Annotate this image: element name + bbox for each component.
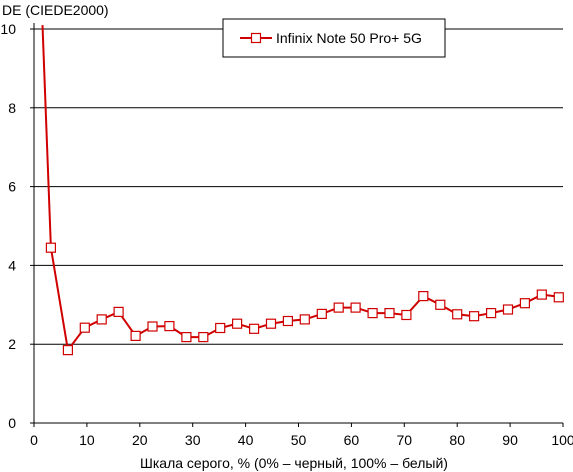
data-point xyxy=(333,302,344,313)
legend: Infinix Note 50 Pro+ 5G xyxy=(222,18,446,58)
data-point xyxy=(299,314,310,325)
data-point xyxy=(164,321,175,332)
legend-marker-swatch xyxy=(250,32,262,44)
x-tick-label: 60 xyxy=(344,432,360,448)
x-tick-labels: 0 10 20 30 40 50 60 70 80 90 100 xyxy=(30,423,573,448)
y-tick-label: 8 xyxy=(8,100,16,116)
data-point xyxy=(113,306,124,317)
data-point xyxy=(79,322,90,333)
data-point xyxy=(519,298,531,309)
series-line-infinix xyxy=(41,25,564,352)
x-tick-label: 20 xyxy=(132,432,148,448)
axes xyxy=(33,23,563,424)
data-point xyxy=(435,299,446,310)
data-point xyxy=(469,311,480,322)
x-tick-label: 70 xyxy=(397,432,413,448)
y-tick-label: 4 xyxy=(8,257,16,273)
data-point xyxy=(316,308,327,319)
y-tick-label: 10 xyxy=(0,21,16,37)
x-tick-label: 80 xyxy=(449,432,465,448)
grid-lines xyxy=(34,28,563,345)
data-point xyxy=(265,318,277,329)
data-point xyxy=(536,289,547,300)
x-tick-label: 30 xyxy=(185,432,201,448)
y-tick-label: 0 xyxy=(8,415,16,431)
data-point xyxy=(486,308,497,319)
series-line-path xyxy=(41,25,564,352)
y-tick-label: 2 xyxy=(8,336,16,352)
data-point xyxy=(282,315,293,327)
data-point xyxy=(198,332,209,343)
data-point xyxy=(147,321,158,332)
data-point xyxy=(96,314,107,325)
x-tick-label: 0 xyxy=(30,432,38,448)
x-tick-label: 10 xyxy=(79,432,95,448)
y-axis-label: DE (CIEDE2000) xyxy=(2,2,109,18)
data-point xyxy=(249,323,260,334)
y-tick-label: 6 xyxy=(8,179,16,195)
x-tick-label: 90 xyxy=(502,432,518,448)
x-tick-label: 50 xyxy=(291,432,307,448)
data-point xyxy=(45,242,57,253)
series-markers-infinix xyxy=(45,242,564,356)
legend-label: Infinix Note 50 Pro+ 5G xyxy=(276,30,422,46)
x-tick-label: 40 xyxy=(238,432,254,448)
data-point xyxy=(384,308,395,319)
x-tick-label: 100 xyxy=(551,432,573,448)
y-tick-labels: 0 2 4 6 8 10 xyxy=(0,21,34,431)
data-point xyxy=(553,292,564,303)
data-point xyxy=(232,318,243,329)
data-point xyxy=(367,308,378,319)
data-point xyxy=(502,304,514,315)
data-point xyxy=(418,291,429,302)
data-point xyxy=(181,332,192,343)
x-axis-label: Шкала серого, % (0% – черный, 100% – бел… xyxy=(140,455,448,471)
data-point xyxy=(401,309,412,321)
data-point xyxy=(350,302,361,313)
data-point xyxy=(130,330,141,341)
data-point xyxy=(452,309,463,320)
data-point xyxy=(62,345,74,356)
data-point xyxy=(215,322,226,334)
plot-area xyxy=(41,25,564,356)
